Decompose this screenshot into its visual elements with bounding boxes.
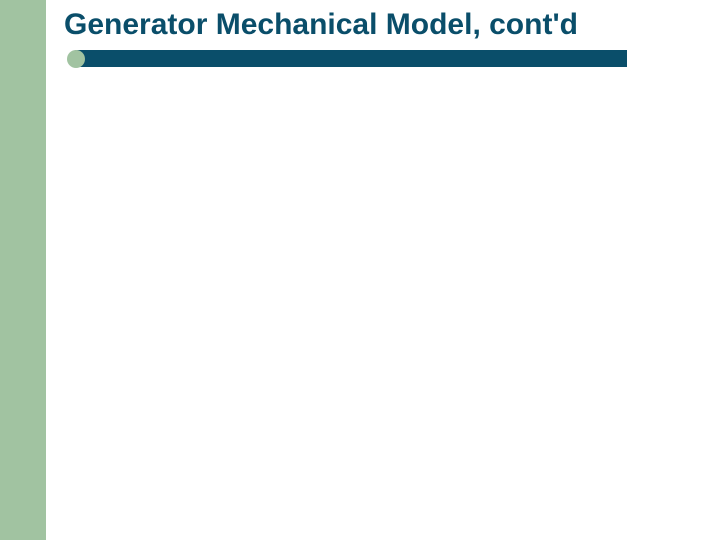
title-underline-dot [67,50,85,68]
sidebar-stripe [0,0,46,540]
page-title: Generator Mechanical Model, cont'd [64,8,578,42]
title-underline-bar [75,50,627,67]
